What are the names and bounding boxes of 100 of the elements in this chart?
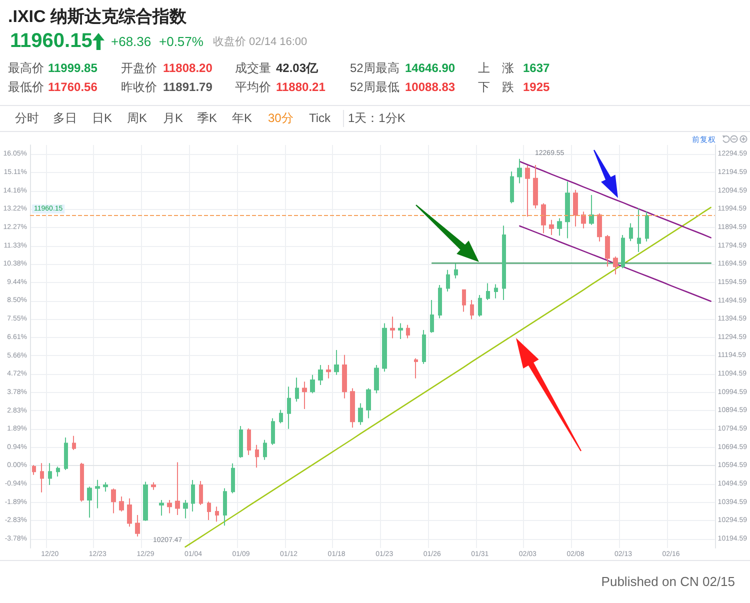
text: 42.03亿 [276,61,318,75]
candlestick [103,482,108,492]
candlestick [207,501,211,520]
candlestick [510,171,514,204]
text: 日K [92,111,112,125]
candlestick [318,364,323,386]
candlestick [135,514,140,538]
text: 30分 [268,111,294,125]
candlestick [494,284,498,299]
candlestick [271,418,275,446]
text: 11891.79 [163,80,212,94]
candlestick [502,225,506,300]
text: 分时 [15,111,39,125]
candlestick [247,428,251,456]
text: 年K [232,111,252,125]
candlestick [48,462,52,486]
candlestick [183,500,188,519]
text: 昨收价 [121,80,157,94]
text: 下 跌 [478,80,514,94]
candlestick [87,486,92,518]
candlestick [239,426,243,458]
text: 平均价 [235,80,271,94]
candlestick [64,437,68,470]
candlestick [191,480,195,512]
candlestick [454,262,458,279]
candlestick [255,444,259,468]
candlestick [470,299,474,320]
candlestick [358,402,363,426]
candlestick [605,234,610,268]
candlestick [366,388,371,419]
text: 成交量 [235,61,271,75]
text: 11880.21 [276,80,326,94]
candlestick [159,500,164,516]
candlestick [517,158,522,184]
candlestick [422,330,426,364]
candlestick [581,211,586,229]
candlestick [143,481,148,522]
candlestick [589,194,594,226]
line-series [519,225,712,302]
candlestick [302,381,307,410]
text: 14646.90 [405,61,456,75]
candlestick [350,388,355,428]
candlestick [72,435,76,450]
candlestick [549,219,554,236]
text: 11808.20 [163,61,212,75]
candlestick [398,322,403,340]
candlestick [462,288,466,312]
candlestick [56,466,60,478]
candlestick [40,462,44,493]
candlestick [223,488,227,526]
text: 最低价 [8,80,44,94]
text: Published on CN 02/15 [601,574,735,590]
candlestick [175,462,180,516]
text: 11760.56 [48,80,98,94]
candlestick [279,409,283,424]
candlestick [406,324,410,339]
candlestick [446,269,450,292]
candlestick [478,294,482,318]
text: 52周最低 [350,80,400,94]
candlestick [95,479,100,509]
candlestick [310,374,315,394]
candlestick [119,496,124,512]
text: 收盘价 02/14 16:00 [213,36,308,48]
text: Tick [309,111,331,125]
text: 11999.85 [48,61,98,75]
candlestick [541,202,546,234]
candlestick [326,364,331,379]
candlestick [32,464,36,476]
candlestick [597,212,602,242]
candlestick [565,181,570,239]
text: 1637 [523,61,550,75]
candlestick [334,349,339,376]
text: 上 涨 [478,61,514,75]
text: +68.36 [111,34,152,50]
text: +0.57% [159,34,204,50]
candlestick [231,462,235,494]
candlestick [525,165,530,218]
text: 1925 [523,80,550,94]
chart-title: .IXIC 纳斯达克综合指数 [8,7,187,27]
text: 11960.15 [10,29,92,53]
candlestick [414,358,418,379]
line-series [519,160,712,238]
candlestick [533,164,538,209]
candlestick [645,211,649,242]
text: 多日 [53,111,77,125]
text: 52周最高 [350,61,400,75]
candlestick [621,234,625,269]
candlestick [382,322,387,372]
text: 10088.83 [405,80,456,94]
candlestick [390,316,395,339]
candlestick [374,364,379,394]
candlestick [167,500,172,514]
candlestick [430,299,434,334]
text: 月K [163,111,184,125]
candlestick [215,506,219,522]
candlestick [438,284,442,319]
text: 1天：1分K [348,111,406,125]
candlestick [151,482,156,490]
candlestick [287,386,291,430]
line-series [184,206,712,548]
